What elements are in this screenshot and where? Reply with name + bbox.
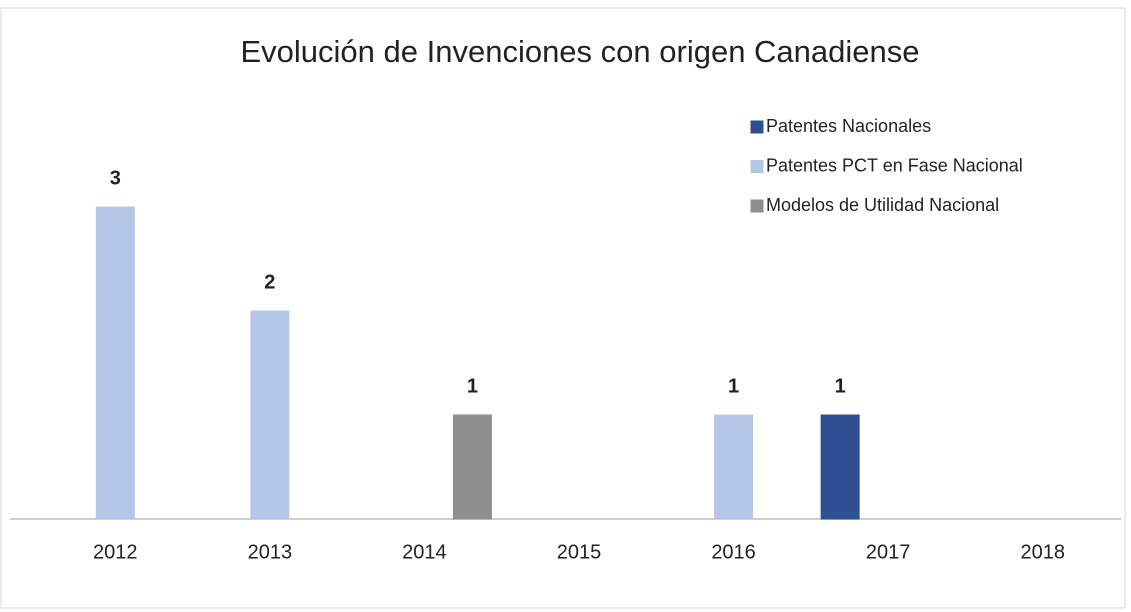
data-label: 1 — [835, 375, 846, 397]
chart-title: Evolución de Invenciones con origen Cana… — [240, 34, 919, 69]
data-label: 2 — [264, 271, 275, 293]
x-tick-label: 2017 — [866, 541, 911, 563]
x-tick-label: 2018 — [1020, 541, 1065, 563]
data-label: 1 — [467, 375, 478, 397]
legend-swatch — [750, 199, 764, 213]
data-label: 3 — [110, 167, 121, 189]
bar-bevel — [255, 312, 284, 518]
bar-bevel — [101, 208, 130, 518]
frame — [0, 7, 1126, 609]
bar-bevel — [458, 416, 487, 518]
legend-swatch — [750, 120, 764, 134]
x-tick-label: 2013 — [248, 541, 293, 563]
x-tick-label: 2012 — [93, 541, 138, 563]
bar-bevel — [826, 416, 855, 518]
bar-bevel — [719, 416, 748, 518]
legend-swatch — [750, 160, 764, 173]
legend-label: Patentes Nacionales — [766, 116, 931, 136]
x-tick-label: 2016 — [711, 541, 756, 563]
legend-label: Modelos de Utilidad Nacional — [766, 195, 999, 215]
x-tick-label: 2014 — [402, 541, 447, 563]
x-tick-label: 2015 — [557, 541, 602, 563]
legend-label: Patentes PCT en Fase Nacional — [766, 155, 1023, 175]
data-label: 1 — [728, 375, 739, 397]
